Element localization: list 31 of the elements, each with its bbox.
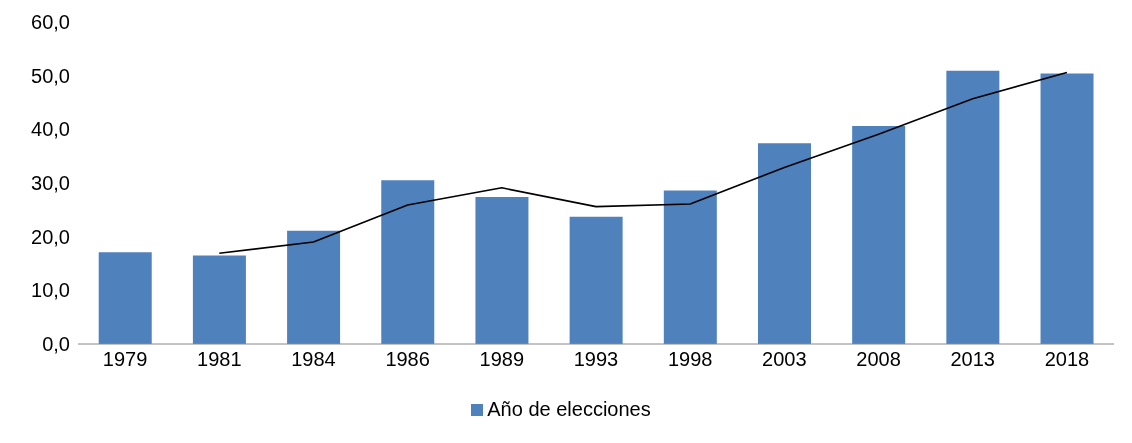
x-tick-label: 2008 [856,348,901,371]
bar [287,230,341,344]
x-tick-label: 2013 [950,348,995,371]
bar [381,180,435,344]
x-tick-label: 2003 [762,348,807,371]
line-series [218,71,1068,255]
x-tick-label: 1984 [291,348,336,371]
legend-label: Año de elecciones [486,398,651,421]
y-tick-label: 50,0 [31,64,70,87]
bar [475,196,529,344]
bar [1040,73,1094,344]
x-tick-label: 1993 [573,348,619,371]
x-tick-label: 1981 [197,348,242,371]
y-tick-label: 0,0 [42,333,70,356]
bar [98,252,152,344]
y-tick-label: 30,0 [31,172,70,195]
x-tick-label: 1989 [479,348,525,371]
x-tick-label: 1986 [385,348,430,371]
bar [569,216,623,344]
y-tick-label: 10,0 [31,279,70,302]
bar [757,143,811,344]
y-tick-label: 20,0 [31,225,70,248]
bar [852,126,906,344]
y-tick-label: 40,0 [31,118,70,141]
x-tick-label: 2018 [1044,348,1090,371]
bar [946,70,1000,344]
x-tick-label: 1998 [667,348,713,371]
bar [192,255,246,344]
bar [663,190,717,344]
x-tick-label: 1979 [102,348,148,371]
y-tick-label: 60,0 [31,11,70,34]
